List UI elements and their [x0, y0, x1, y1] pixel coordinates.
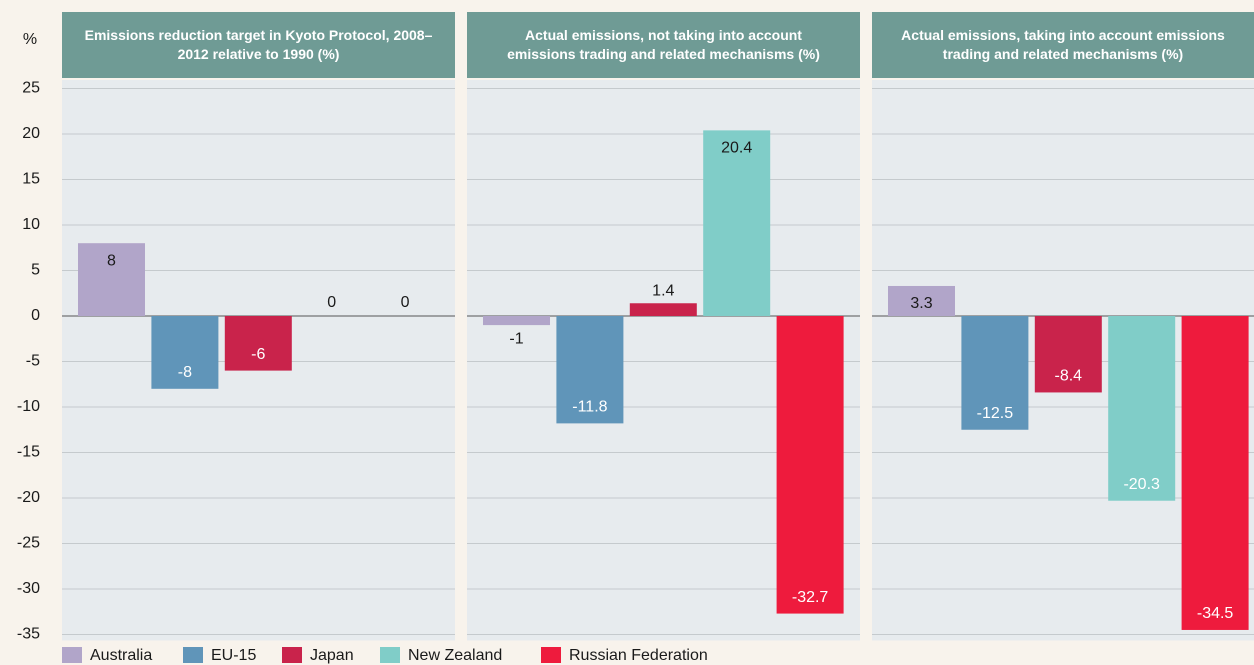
y-tick-label: 0 — [31, 307, 40, 324]
bar — [629, 303, 697, 316]
y-tick-label: -10 — [17, 398, 40, 415]
legend-label: New Zealand — [408, 647, 502, 664]
y-tick-label: -35 — [17, 626, 40, 643]
y-tick-label: 15 — [22, 171, 40, 188]
y-tick-label: -15 — [17, 444, 40, 461]
data-label: -34.5 — [1197, 605, 1234, 622]
data-label: 0 — [401, 294, 410, 311]
bar — [1108, 316, 1176, 501]
legend-swatch — [62, 647, 82, 663]
legend-swatch — [380, 647, 400, 663]
y-tick-label: 10 — [22, 216, 40, 233]
bar — [483, 316, 550, 326]
bar — [1034, 316, 1102, 393]
data-label: 20.4 — [721, 140, 752, 157]
bar — [1181, 316, 1249, 630]
panel-title: Actual emissions, not taking into accoun… — [467, 12, 860, 78]
y-tick-label: 25 — [22, 80, 40, 97]
y-axis-label: % — [23, 31, 37, 48]
data-label: -8 — [178, 364, 192, 381]
data-label: -32.7 — [792, 589, 829, 606]
y-tick-label: -5 — [26, 353, 40, 370]
bar — [776, 316, 844, 614]
bar — [556, 316, 624, 424]
data-label: -1 — [509, 330, 523, 347]
data-label: 8 — [107, 252, 116, 269]
bar — [78, 243, 145, 316]
data-label: -12.5 — [977, 405, 1014, 422]
data-label: -11.8 — [572, 399, 607, 416]
legend-label: Russian Federation — [569, 647, 708, 664]
data-label: -8.4 — [1055, 368, 1083, 385]
panel-title: Emissions reduction target in Kyoto Prot… — [62, 12, 455, 78]
legend-swatch — [183, 647, 203, 663]
bar — [888, 285, 955, 316]
legend-swatch — [541, 647, 561, 663]
data-label: -6 — [251, 346, 265, 363]
y-tick-label: -25 — [17, 535, 40, 552]
bar — [703, 130, 771, 316]
y-tick-label: -20 — [17, 489, 40, 506]
y-tick-label: -30 — [17, 580, 40, 597]
data-label: 3.3 — [910, 295, 932, 312]
data-label: -20.3 — [1123, 476, 1160, 493]
legend-label: Japan — [310, 647, 354, 664]
legend-swatch — [282, 647, 302, 663]
y-tick-label: 20 — [22, 125, 40, 142]
bar — [224, 316, 292, 371]
y-tick-label: 5 — [31, 262, 40, 279]
panel-title: Actual emissions, taking into account em… — [872, 12, 1254, 78]
legend-label: EU-15 — [211, 647, 256, 664]
data-label: 0 — [327, 294, 336, 311]
bar — [151, 316, 219, 389]
legend-label: Australia — [90, 647, 152, 664]
bar — [961, 316, 1029, 430]
data-label: 1.4 — [652, 282, 674, 299]
